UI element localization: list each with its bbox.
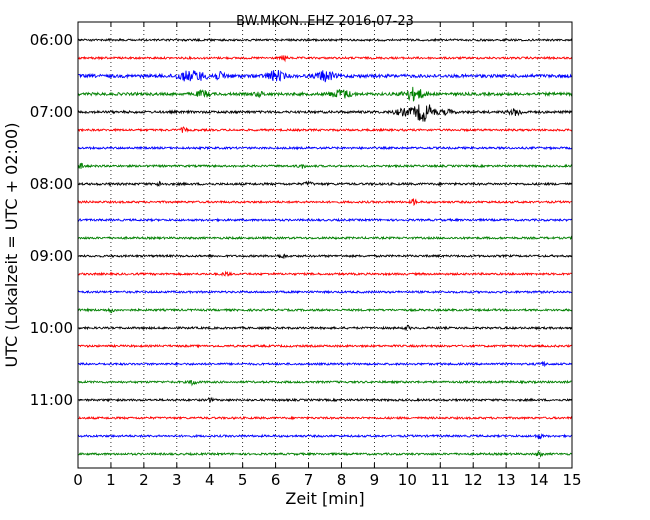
- trace-0715: [77, 126, 573, 133]
- trace-1030: [77, 360, 573, 368]
- trace-1045: [77, 379, 573, 387]
- x-tick-label: 1: [106, 471, 116, 489]
- trace-0745: [77, 162, 573, 169]
- x-tick-label: 13: [497, 471, 516, 489]
- trace-0930: [77, 289, 572, 295]
- y-tick-label: 06:00: [30, 31, 73, 49]
- axis-ticks: 0 1 2 3 4 5 6 7 8 9 10 11 12 13 14 1506:0007:0008:0009:…: [30, 22, 582, 489]
- trace-0730: [77, 145, 573, 151]
- x-tick-label: 5: [238, 471, 248, 489]
- trace-1145: [77, 450, 573, 458]
- y-axis-label: UTC (Lokalzeit = UTC + 02:00): [2, 123, 21, 368]
- x-tick-label: 12: [464, 471, 483, 489]
- trace-1115: [77, 415, 573, 421]
- x-tick-label: 8: [337, 471, 347, 489]
- trace-0645: [77, 86, 573, 102]
- x-tick-label: 6: [271, 471, 281, 489]
- trace-1000: [77, 324, 573, 332]
- trace-0630: [77, 70, 572, 83]
- x-tick-label: 9: [370, 471, 380, 489]
- grid-lines: [110, 22, 540, 468]
- x-tick-label: 0: [73, 471, 83, 489]
- trace-0830: [77, 217, 573, 223]
- y-tick-label: 11:00: [30, 391, 73, 409]
- trace-1015: [77, 343, 572, 349]
- y-tick-label: 09:00: [30, 247, 73, 265]
- x-tick-label: 2: [139, 471, 149, 489]
- trace-1100: [77, 396, 573, 403]
- trace-0800: [77, 179, 573, 188]
- trace-0615: [77, 55, 573, 63]
- x-axis-label: Zeit [min]: [285, 489, 364, 508]
- trace-0945: [77, 307, 573, 314]
- trace-0915: [77, 270, 573, 277]
- y-tick-label: 08:00: [30, 175, 73, 193]
- x-tick-label: 4: [205, 471, 215, 489]
- trace-0600: [77, 37, 573, 43]
- trace-1130: [77, 433, 573, 440]
- trace-0845: [77, 235, 573, 241]
- trace-0900: [77, 253, 572, 260]
- plot-frame: [77, 21, 573, 469]
- y-tick-label: 10:00: [30, 319, 73, 337]
- x-tick-label: 7: [304, 471, 314, 489]
- trace-0815: [77, 198, 572, 207]
- x-tick-label: 3: [172, 471, 182, 489]
- x-tick-label: 11: [431, 471, 450, 489]
- trace-group: [77, 37, 573, 458]
- y-tick-label: 07:00: [30, 103, 73, 121]
- x-tick-label: 15: [562, 471, 581, 489]
- x-tick-label: 10: [398, 471, 417, 489]
- x-tick-label: 14: [530, 471, 549, 489]
- trace-0700: [77, 104, 573, 122]
